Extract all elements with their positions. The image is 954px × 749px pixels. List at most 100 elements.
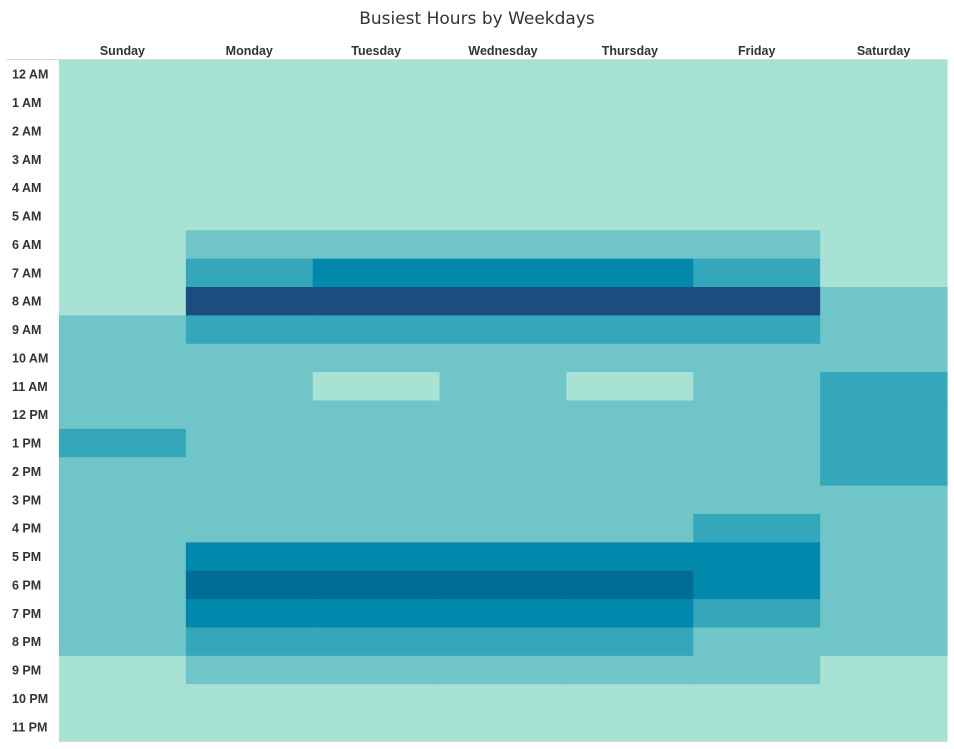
heatmap-cell <box>59 287 187 316</box>
heatmap-cell <box>59 343 187 373</box>
heatmap-cell <box>312 570 441 600</box>
heatmap-cell <box>312 514 441 543</box>
heatmap-cell <box>439 627 568 657</box>
heatmap-cell <box>185 712 314 742</box>
row-label-1-pm: 1 PM <box>12 437 41 451</box>
heatmap-cell <box>439 570 568 600</box>
heatmap-cell <box>59 599 187 629</box>
heatmap-cell <box>439 428 568 458</box>
heatmap-cell <box>59 542 187 572</box>
heatmap-cell <box>185 60 314 89</box>
row-label-5-pm: 5 PM <box>12 550 41 564</box>
row-label-8-am: 8 AM <box>12 295 41 309</box>
heatmap-cell <box>312 116 441 146</box>
heatmap-cell <box>439 315 568 345</box>
heatmap-cell <box>566 372 694 402</box>
heatmap-cell <box>439 230 568 260</box>
heatmap-cell <box>59 428 187 458</box>
heatmap-cell <box>566 343 694 373</box>
heatmap-cell <box>693 201 821 231</box>
heatmap-cell <box>59 315 187 345</box>
heatmap-cell <box>820 712 948 742</box>
heatmap-cell <box>566 542 694 572</box>
heatmap-cell <box>185 542 314 572</box>
heatmap-cell <box>59 201 187 231</box>
heatmap-cell <box>820 372 948 402</box>
heatmap-cell <box>59 400 187 430</box>
row-label-7-pm: 7 PM <box>12 607 41 621</box>
chart-title: Busiest Hours by Weekdays <box>359 9 595 29</box>
heatmap-cell <box>185 457 314 487</box>
heatmap-cell <box>439 684 568 714</box>
heatmap-cell <box>820 145 948 175</box>
heatmap-cell <box>185 400 314 430</box>
heatmap-cell <box>693 485 821 515</box>
heatmap-cell <box>566 88 694 118</box>
row-label-12-am: 12 AM <box>12 68 48 82</box>
heatmap-cell <box>312 201 441 231</box>
heatmap-cell <box>59 60 187 89</box>
heatmap-cell <box>566 599 694 629</box>
heatmap-cell <box>439 485 568 515</box>
column-label-tuesday: Tuesday <box>351 44 401 58</box>
heatmap-cell <box>820 428 948 458</box>
heatmap-cell <box>566 570 694 600</box>
heatmap-cell <box>693 627 821 657</box>
row-label-6-pm: 6 PM <box>12 578 41 592</box>
heatmap-cell <box>693 315 821 345</box>
heatmap-cell <box>312 88 441 118</box>
heatmap-cell <box>59 372 187 402</box>
heatmap-cell <box>566 145 694 175</box>
heatmap-cell <box>693 428 821 458</box>
heatmap-cell <box>439 599 568 629</box>
heatmap-cell <box>439 457 568 487</box>
heatmap-cell <box>59 116 187 146</box>
heatmap-cell <box>312 627 441 657</box>
heatmap-cell <box>693 457 821 487</box>
heatmap-cell <box>59 570 187 600</box>
heatmap-cell <box>566 287 694 316</box>
heatmap-cell <box>566 684 694 714</box>
heatmap-cell <box>439 145 568 175</box>
heatmap-cell <box>312 457 441 487</box>
row-label-8-pm: 8 PM <box>12 635 41 649</box>
heatmap-cell <box>820 343 948 373</box>
heatmap-cell <box>185 570 314 600</box>
row-label-9-am: 9 AM <box>12 323 41 337</box>
column-labels: Sunday Monday Tuesday Wednesday Thursday Frid… <box>100 44 911 58</box>
heatmap-cell <box>59 230 187 260</box>
row-label-6-am: 6 AM <box>12 238 41 252</box>
heatmap-cell <box>185 627 314 657</box>
heatmap-cell <box>312 400 441 430</box>
heatmap-cell <box>566 400 694 430</box>
heatmap-cell <box>439 372 568 402</box>
row-label-11-am: 11 AM <box>12 380 48 394</box>
heatmap-cell <box>439 60 568 89</box>
heatmap-cell <box>185 514 314 543</box>
column-label-wednesday: Wednesday <box>468 44 537 58</box>
heatmap-cell <box>693 400 821 430</box>
heatmap-cell <box>820 116 948 146</box>
heatmap-cell <box>439 712 568 742</box>
heatmap-cell <box>185 599 314 629</box>
heatmap-cell <box>59 655 187 685</box>
heatmap-cell <box>820 655 948 685</box>
column-label-saturday: Saturday <box>857 44 911 58</box>
heatmap-cell <box>820 173 948 203</box>
heatmap-cell <box>59 485 187 515</box>
heatmap-cell <box>312 145 441 175</box>
heatmap-cell <box>185 428 314 458</box>
heatmap-cell <box>439 343 568 373</box>
row-label-3-am: 3 AM <box>12 153 41 167</box>
heatmap-cell <box>185 145 314 175</box>
heatmap-cell <box>439 173 568 203</box>
row-label-4-am: 4 AM <box>12 181 41 195</box>
heatmap-cell <box>693 514 821 543</box>
row-label-7-am: 7 AM <box>12 266 41 280</box>
heatmap-cell <box>693 599 821 629</box>
heatmap-cell <box>185 287 314 316</box>
heatmap-cell <box>312 485 441 515</box>
heatmap-cell <box>566 428 694 458</box>
heatmap-cell <box>185 201 314 231</box>
